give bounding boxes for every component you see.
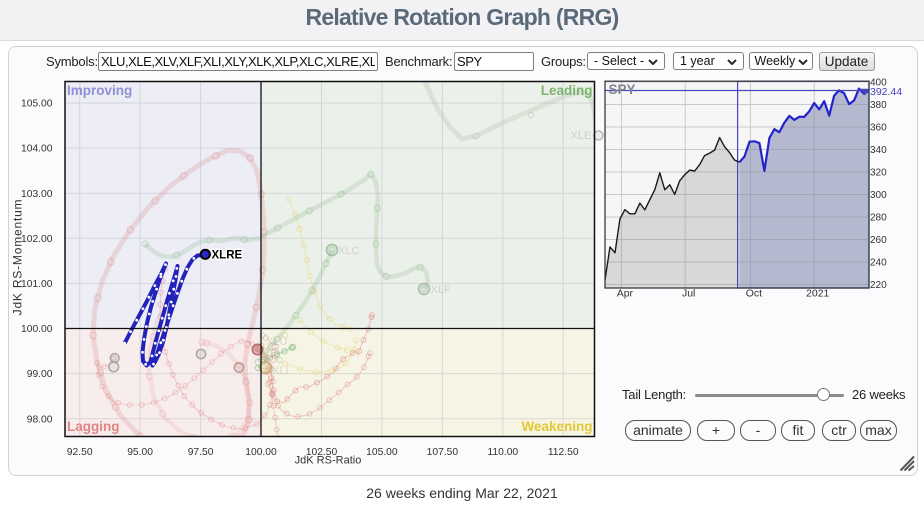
svg-text:Improving: Improving: [67, 83, 132, 98]
svg-text:XLC: XLC: [338, 245, 359, 257]
svg-text:JdK RS-Momentum: JdK RS-Momentum: [11, 199, 25, 316]
svg-text:Weakening: Weakening: [521, 419, 592, 434]
svg-text:XLU: XLU: [266, 336, 287, 348]
svg-text:105.00: 105.00: [21, 99, 53, 110]
svg-text:100.00: 100.00: [21, 324, 53, 335]
svg-text:260: 260: [870, 235, 887, 246]
svg-text:101.00: 101.00: [21, 279, 53, 290]
svg-text:98.00: 98.00: [27, 414, 53, 425]
svg-text:103.00: 103.00: [21, 189, 53, 200]
svg-text:105.00: 105.00: [366, 447, 398, 458]
svg-text:XLE: XLE: [571, 130, 592, 142]
svg-text:240: 240: [870, 258, 887, 269]
svg-text:95.00: 95.00: [127, 447, 153, 458]
svg-text:400: 400: [870, 78, 887, 89]
svg-text:2021: 2021: [806, 288, 830, 300]
svg-text:392.44: 392.44: [870, 86, 902, 98]
svg-text:99.00: 99.00: [27, 369, 53, 380]
svg-text:280: 280: [870, 213, 887, 224]
svg-text:340: 340: [870, 145, 887, 156]
svg-text:102.00: 102.00: [21, 234, 53, 245]
svg-text:300: 300: [870, 190, 887, 201]
svg-text:110.00: 110.00: [487, 447, 518, 458]
svg-text:XLF: XLF: [431, 284, 451, 296]
svg-text:XLRE: XLRE: [212, 250, 243, 262]
svg-text:Oct: Oct: [746, 288, 762, 300]
svg-text:220: 220: [870, 280, 887, 291]
svg-text:92.50: 92.50: [67, 447, 93, 458]
svg-text:Leading: Leading: [541, 83, 593, 98]
svg-text:380: 380: [870, 100, 887, 111]
svg-text:360: 360: [870, 123, 887, 134]
svg-text:Lagging: Lagging: [67, 419, 120, 434]
svg-text:107.50: 107.50: [427, 447, 459, 458]
svg-text:JdK RS-Ratio: JdK RS-Ratio: [295, 455, 362, 467]
svg-text:104.00: 104.00: [21, 144, 53, 155]
svg-text:102.50: 102.50: [306, 447, 338, 458]
svg-text:100.00: 100.00: [245, 447, 277, 458]
svg-text:Apr: Apr: [617, 288, 634, 300]
svg-text:97.50: 97.50: [188, 447, 214, 458]
svg-text:XLI: XLI: [272, 365, 289, 377]
svg-text:112.50: 112.50: [548, 447, 579, 458]
svg-text:320: 320: [870, 168, 887, 179]
svg-text:Jul: Jul: [682, 288, 695, 300]
svg-text:SPY: SPY: [609, 82, 636, 97]
